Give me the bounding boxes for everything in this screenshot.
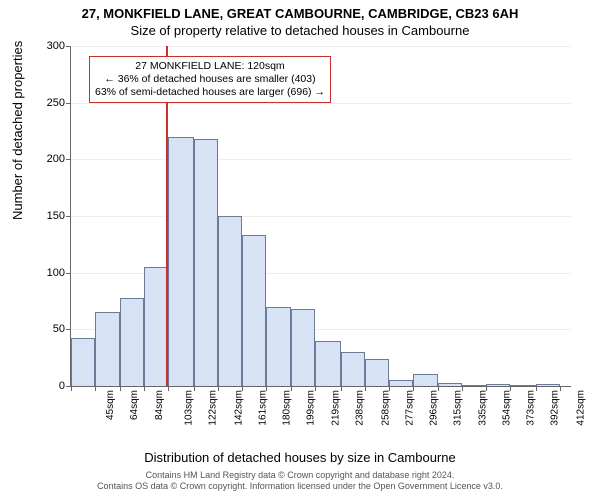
annotation-box: 27 MONKFIELD LANE: 120sqm← 36% of detach… [89,56,331,103]
xtick-label: 64sqm [129,390,140,420]
xtick-label: 142sqm [233,390,244,426]
ytick-mark [66,46,71,47]
histogram-bar [389,380,413,386]
footer-line2: Contains OS data © Crown copyright. Info… [0,481,600,492]
histogram-bar [365,359,389,386]
ytick-label: 0 [25,380,65,392]
histogram-bar [71,338,95,386]
histogram-bar [315,341,340,386]
xtick-mark [120,386,121,391]
xtick-label: 296sqm [428,390,439,426]
xtick-label: 199sqm [306,390,317,426]
xtick-mark [536,386,537,391]
xtick-mark [194,386,195,391]
xtick-mark [438,386,439,391]
histogram-bar [120,298,144,386]
xtick-label: 45sqm [105,390,116,420]
ytick-label: 250 [25,97,65,109]
y-axis-label: Number of detached properties [10,41,25,220]
xtick-mark [341,386,342,391]
xtick-mark [486,386,487,391]
footer-line1: Contains HM Land Registry data © Crown c… [0,470,600,481]
histogram-bar [266,307,291,386]
ytick-label: 50 [25,323,65,335]
histogram-bar [462,385,486,386]
histogram-bar [168,137,193,386]
histogram-bar [95,312,120,386]
ytick-mark [66,329,71,330]
annotation-line: 63% of semi-detached houses are larger (… [95,86,325,99]
histogram-bar [218,216,242,386]
xtick-mark [510,386,511,391]
xtick-label: 122sqm [208,390,219,426]
ytick-mark [66,216,71,217]
gridline [71,216,571,217]
address-title: 27, MONKFIELD LANE, GREAT CAMBOURNE, CAM… [0,6,600,21]
xtick-mark [413,386,414,391]
annotation-line: 27 MONKFIELD LANE: 120sqm [95,60,325,73]
gridline [71,159,571,160]
xtick-label: 335sqm [478,390,489,426]
ytick-mark [66,103,71,104]
xtick-mark [95,386,96,391]
ytick-label: 100 [25,267,65,279]
histogram-bar [413,374,438,386]
xtick-mark [389,386,390,391]
xtick-label: 238sqm [355,390,366,426]
footer: Contains HM Land Registry data © Crown c… [0,470,600,492]
xtick-mark [168,386,169,391]
ytick-label: 200 [25,153,65,165]
histogram-bar [510,385,535,386]
xtick-mark [266,386,267,391]
xtick-mark [144,386,145,391]
xtick-label: 180sqm [281,390,292,426]
histogram-bar [291,309,315,386]
histogram-bar [242,235,266,386]
histogram-bar [486,384,510,386]
plot-region: 05010015020025030045sqm64sqm84sqm103sqm1… [70,46,571,387]
subtitle: Size of property relative to detached ho… [0,23,600,38]
xtick-mark [315,386,316,391]
xtick-mark [291,386,292,391]
xtick-label: 392sqm [550,390,561,426]
histogram-bar [144,267,168,386]
title-block: 27, MONKFIELD LANE, GREAT CAMBOURNE, CAM… [0,0,600,38]
ytick-mark [66,159,71,160]
xtick-label: 219sqm [331,390,342,426]
xtick-mark [242,386,243,391]
histogram-bar [438,383,462,386]
xtick-mark [462,386,463,391]
xtick-label: 161sqm [257,390,268,426]
histogram-bar [194,139,218,386]
xtick-mark [365,386,366,391]
x-axis-label: Distribution of detached houses by size … [0,450,600,465]
histogram-bar [341,352,365,386]
gridline [71,46,571,47]
xtick-mark [218,386,219,391]
histogram-bar [536,384,560,386]
ytick-label: 150 [25,210,65,222]
xtick-label: 373sqm [526,390,537,426]
chart-area: 05010015020025030045sqm64sqm84sqm103sqm1… [70,46,570,406]
xtick-label: 84sqm [154,390,165,420]
xtick-label: 354sqm [502,390,513,426]
xtick-label: 315sqm [452,390,463,426]
xtick-mark [560,386,561,391]
xtick-mark [71,386,72,391]
xtick-label: 258sqm [380,390,391,426]
xtick-label: 277sqm [404,390,415,426]
ytick-label: 300 [25,40,65,52]
annotation-line: ← 36% of detached houses are smaller (40… [95,73,325,86]
ytick-mark [66,273,71,274]
xtick-label: 103sqm [184,390,195,426]
xtick-label: 412sqm [575,390,586,426]
